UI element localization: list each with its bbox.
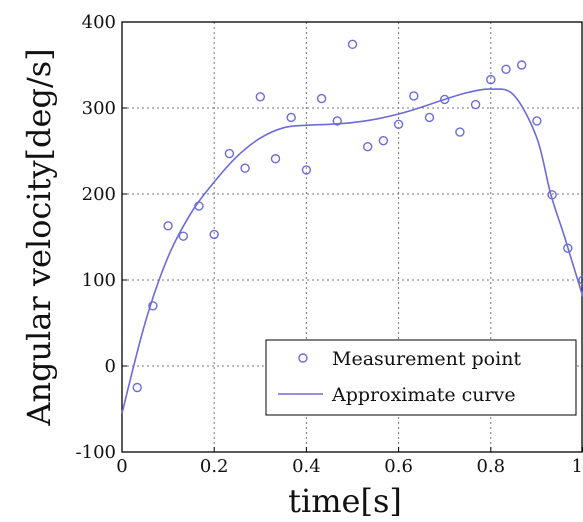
measurement-point — [209, 229, 219, 240]
measurement-point — [455, 127, 465, 137]
measurement-point — [255, 92, 265, 102]
x-tick-label: 0.4 — [292, 456, 321, 477]
measurement-point — [132, 382, 142, 393]
x-tick-label: 0.6 — [384, 456, 413, 477]
measurement-point — [516, 60, 527, 70]
plot-frame — [121, 21, 583, 453]
measurement-point — [240, 163, 250, 173]
measurement-point — [563, 243, 573, 253]
legend: Measurement point Approximate curve — [265, 339, 577, 416]
legend-box — [265, 339, 577, 416]
measurement-point — [532, 116, 542, 126]
measurement-point — [332, 116, 342, 126]
measurement-point — [363, 141, 373, 152]
measurement-point — [316, 93, 327, 104]
y-tick-label: 300 — [82, 98, 116, 119]
measurement-point — [486, 74, 496, 85]
measurement-point — [440, 94, 450, 105]
y-tick-label: 100 — [82, 270, 116, 291]
measurement-point — [148, 301, 158, 311]
y-tick-label: 0 — [105, 356, 116, 377]
measurement-point — [194, 201, 204, 211]
y-tick-label: -100 — [76, 442, 116, 463]
legend-label-measurement-point: Measurement point — [332, 348, 521, 370]
measurement-point — [347, 39, 358, 50]
measurement-point — [424, 112, 435, 123]
y-tick-labels: -100 0 100 200 300 400 — [76, 12, 116, 463]
measurement-point — [163, 221, 173, 231]
measurement-point — [393, 119, 404, 130]
measurement-point — [286, 112, 296, 123]
measurement-point — [224, 148, 235, 159]
x-tick-labels: 0 0.2 0.4 0.6 0.8 1 — [116, 456, 583, 477]
series-layer — [121, 39, 583, 414]
measurement-point — [270, 154, 281, 164]
measurement-point — [470, 99, 481, 110]
x-tick-label: 0.2 — [200, 456, 229, 477]
measurement-point — [501, 64, 511, 75]
y-tick-label: 200 — [82, 184, 116, 205]
x-tick-label: 0 — [116, 456, 127, 477]
legend-label-approximate-curve: Approximate curve — [331, 384, 516, 406]
legend-marker-icon — [298, 353, 308, 363]
y-tick-label: 400 — [82, 12, 116, 33]
measurement-point — [547, 190, 557, 200]
tick-marks — [121, 21, 583, 453]
measurement-point — [378, 135, 389, 146]
x-axis-title: time[s] — [288, 482, 402, 520]
measurement-point — [578, 275, 583, 285]
x-tick-label: 0.8 — [476, 456, 505, 477]
measurement-point — [409, 91, 419, 101]
y-axis-title: Angular velocity[deg/s] — [20, 48, 58, 426]
measurement-point — [178, 231, 189, 241]
measurement-point — [301, 165, 312, 175]
x-tick-label: 1 — [572, 456, 583, 477]
